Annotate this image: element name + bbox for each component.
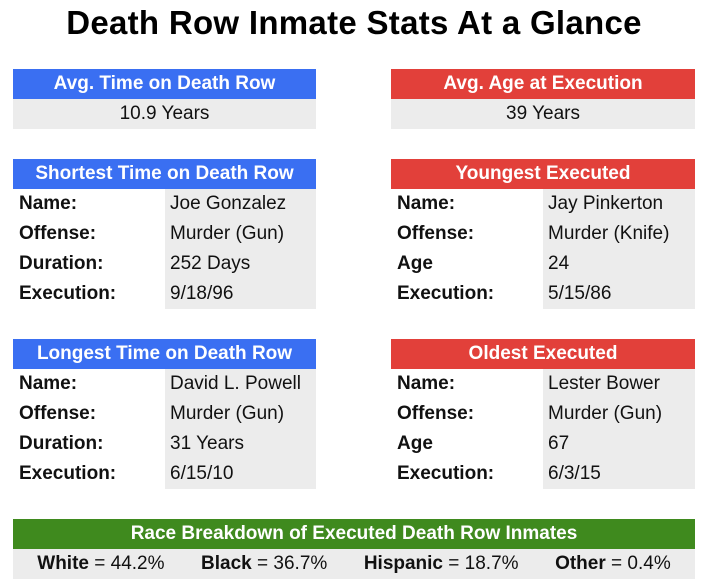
row-key: Execution: [391,279,543,309]
longest-card: Longest Time on Death Row Name: David L. … [13,339,316,489]
longest-row: Execution: 6/15/10 [13,459,316,489]
race-item-black: Black = 36.7% [201,553,328,574]
avg-age-card: Avg. Age at Execution 39 Years [391,69,695,129]
row-key: Execution: [13,459,165,489]
shortest-row: Duration: 252 Days [13,249,316,279]
row-key: Name: [391,369,543,399]
row-key: Execution: [391,459,543,489]
avg-time-card: Avg. Time on Death Row 10.9 Years [13,69,316,129]
oldest-header: Oldest Executed [391,339,695,369]
row-key: Execution: [13,279,165,309]
longest-row: Offense: Murder (Gun) [13,399,316,429]
row-value: Murder (Gun) [165,219,316,249]
row-key: Name: [13,189,165,219]
avg-time-value: 10.9 Years [13,99,316,129]
row-key: Offense: [391,219,543,249]
row-value: Joe Gonzalez [165,189,316,219]
youngest-header: Youngest Executed [391,159,695,189]
race-values: White = 44.2% Black = 36.7% Hispanic = 1… [13,549,695,579]
oldest-row: Offense: Murder (Gun) [391,399,695,429]
shortest-row: Offense: Murder (Gun) [13,219,316,249]
avg-time-header: Avg. Time on Death Row [13,69,316,99]
row-value: Murder (Gun) [543,399,695,429]
longest-header: Longest Time on Death Row [13,339,316,369]
row-value: 67 [543,429,695,459]
row-value: 6/15/10 [165,459,316,489]
row-value: 6/3/15 [543,459,695,489]
race-card: Race Breakdown of Executed Death Row Inm… [13,519,695,579]
row-key: Name: [13,369,165,399]
avg-age-header: Avg. Age at Execution [391,69,695,99]
row-value: 24 [543,249,695,279]
youngest-row: Offense: Murder (Knife) [391,219,695,249]
row-key: Offense: [391,399,543,429]
row-value: 5/15/86 [543,279,695,309]
oldest-row: Execution: 6/3/15 [391,459,695,489]
youngest-card: Youngest Executed Name: Jay Pinkerton Off… [391,159,695,309]
row-value: David L. Powell [165,369,316,399]
shortest-card: Shortest Time on Death Row Name: Joe Gonz… [13,159,316,309]
oldest-row: Age 67 [391,429,695,459]
youngest-row: Execution: 5/15/86 [391,279,695,309]
row-key: Duration: [13,249,165,279]
race-item-white: White = 44.2% [37,553,165,574]
race-item-hispanic: Hispanic = 18.7% [363,553,519,574]
row-key: Offense: [13,399,165,429]
row-value: Jay Pinkerton [543,189,695,219]
longest-row: Name: David L. Powell [13,369,316,399]
page-title: Death Row Inmate Stats At a Glance [66,4,642,41]
row-key: Offense: [13,219,165,249]
row-key: Age [391,429,543,459]
shortest-row: Execution: 9/18/96 [13,279,316,309]
row-key: Age [391,249,543,279]
row-key: Duration: [13,429,165,459]
youngest-row: Name: Jay Pinkerton [391,189,695,219]
row-value: 9/18/96 [165,279,316,309]
shortest-header: Shortest Time on Death Row [13,159,316,189]
oldest-row: Name: Lester Bower [391,369,695,399]
row-key: Name: [391,189,543,219]
race-header: Race Breakdown of Executed Death Row Inm… [13,519,695,549]
row-value: Lester Bower [543,369,695,399]
longest-row: Duration: 31 Years [13,429,316,459]
row-value: Murder (Knife) [543,219,695,249]
oldest-card: Oldest Executed Name: Lester Bower Offens… [391,339,695,489]
row-value: 252 Days [165,249,316,279]
youngest-row: Age 24 [391,249,695,279]
row-value: Murder (Gun) [165,399,316,429]
row-value: 31 Years [165,429,316,459]
avg-age-value: 39 Years [391,99,695,129]
shortest-row: Name: Joe Gonzalez [13,189,316,219]
race-item-other: Other = 0.4% [555,553,671,574]
